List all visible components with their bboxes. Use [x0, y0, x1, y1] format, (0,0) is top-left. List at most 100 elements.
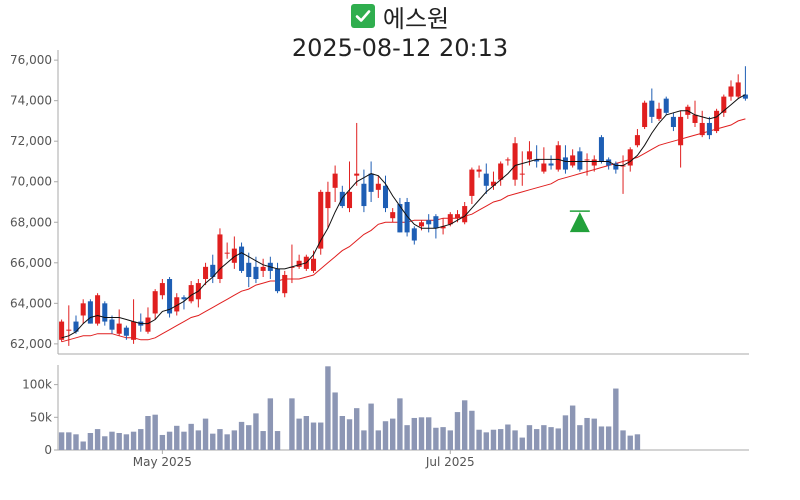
candle-body: [231, 248, 237, 263]
price-y-tick-label: 72,000: [10, 134, 52, 148]
volume-bar: [87, 433, 94, 450]
candle-body: [246, 262, 252, 277]
candle: [397, 197, 403, 233]
volume-bar: [555, 428, 561, 450]
volume-bar: [66, 432, 72, 450]
candle: [534, 145, 540, 168]
candle-body: [663, 98, 669, 113]
volume-bar: [505, 424, 511, 450]
candle: [354, 122, 360, 186]
candle: [512, 137, 518, 186]
candle-body: [346, 191, 353, 209]
candle: [591, 155, 597, 172]
volume-bar: [512, 430, 518, 450]
candle: [735, 74, 741, 99]
candle-body: [210, 264, 216, 277]
volume-bar: [253, 413, 259, 450]
candle-body: [699, 122, 705, 136]
volume-bar: [310, 422, 317, 450]
volume-bar: [303, 416, 310, 450]
price-y-tick-label: 66,000: [10, 256, 52, 270]
candle: [627, 147, 633, 172]
candle-body: [519, 173, 525, 175]
volume-bar: [202, 418, 209, 450]
candle: [282, 270, 288, 298]
candle-body: [203, 266, 209, 280]
candle-body: [728, 86, 734, 97]
candle-body: [570, 155, 576, 166]
candle-body: [670, 116, 676, 128]
volume-bar: [58, 432, 65, 450]
volume-bar: [368, 403, 374, 450]
candle-body: [526, 151, 532, 160]
candle: [368, 161, 374, 202]
candle: [714, 108, 720, 134]
price-y-tick-label: 70,000: [10, 175, 52, 189]
volume-bar: [217, 429, 223, 450]
candle-body: [548, 163, 554, 166]
candle-body: [411, 228, 417, 241]
candle: [670, 112, 676, 132]
candle: [663, 96, 669, 115]
candle-body: [418, 222, 425, 227]
candle: [490, 171, 496, 190]
candle: [275, 262, 281, 294]
volume-bar: [231, 430, 238, 450]
volume-bar: [433, 427, 439, 450]
candle-body: [584, 159, 590, 161]
volume-bar: [195, 430, 202, 450]
volume-bar: [174, 425, 180, 450]
candle: [109, 315, 115, 334]
candle: [318, 189, 324, 255]
volume-bar: [397, 398, 403, 450]
candle-body: [174, 297, 180, 312]
candle-body: [462, 206, 468, 223]
candle: [181, 295, 187, 310]
candle: [555, 141, 561, 172]
candle-body: [534, 159, 540, 162]
candle-body: [296, 260, 302, 267]
candle: [433, 214, 439, 239]
candle-body: [275, 268, 281, 292]
price-y-tick-label: 62,000: [10, 337, 52, 351]
moving-average-long-line: [61, 118, 746, 343]
volume-bar: [411, 417, 417, 450]
candle: [721, 94, 727, 117]
candle: [159, 279, 165, 300]
volume-bar: [562, 415, 569, 450]
candle: [289, 244, 295, 284]
buy-signal-marker: [569, 212, 590, 233]
candle: [116, 309, 122, 336]
volume-bar: [569, 405, 576, 450]
candle: [462, 202, 468, 225]
volume-bar: [274, 431, 281, 450]
volume-bar: [577, 425, 583, 450]
volume-bar: [346, 419, 353, 450]
volume-panel: 0 50k 100k: [22, 365, 749, 457]
volume-bar: [447, 430, 453, 450]
candle: [95, 293, 101, 326]
volume-bar: [627, 435, 633, 450]
candle-body: [562, 157, 568, 170]
candle-body: [325, 191, 331, 209]
candle-body: [735, 82, 741, 97]
candle-body: [375, 183, 381, 190]
volume-bar: [440, 427, 446, 450]
volume-bar: [483, 432, 489, 450]
candle-body: [123, 327, 129, 336]
volume-bar: [181, 431, 187, 450]
price-y-tick-label: 76,000: [10, 53, 52, 67]
volume-bar: [461, 400, 468, 450]
candle: [692, 100, 698, 128]
volume-bar: [454, 412, 461, 450]
volume-bar: [224, 434, 230, 450]
price-y-tick-label: 64,000: [10, 296, 52, 310]
volume-bar: [541, 425, 547, 450]
candle: [699, 110, 705, 138]
candle-body: [490, 181, 496, 186]
candle-body: [167, 279, 173, 314]
volume-y-tick-label: 0: [44, 443, 52, 457]
volume-bar: [188, 423, 194, 450]
candle-body: [634, 135, 640, 146]
volume-bar: [497, 429, 504, 450]
